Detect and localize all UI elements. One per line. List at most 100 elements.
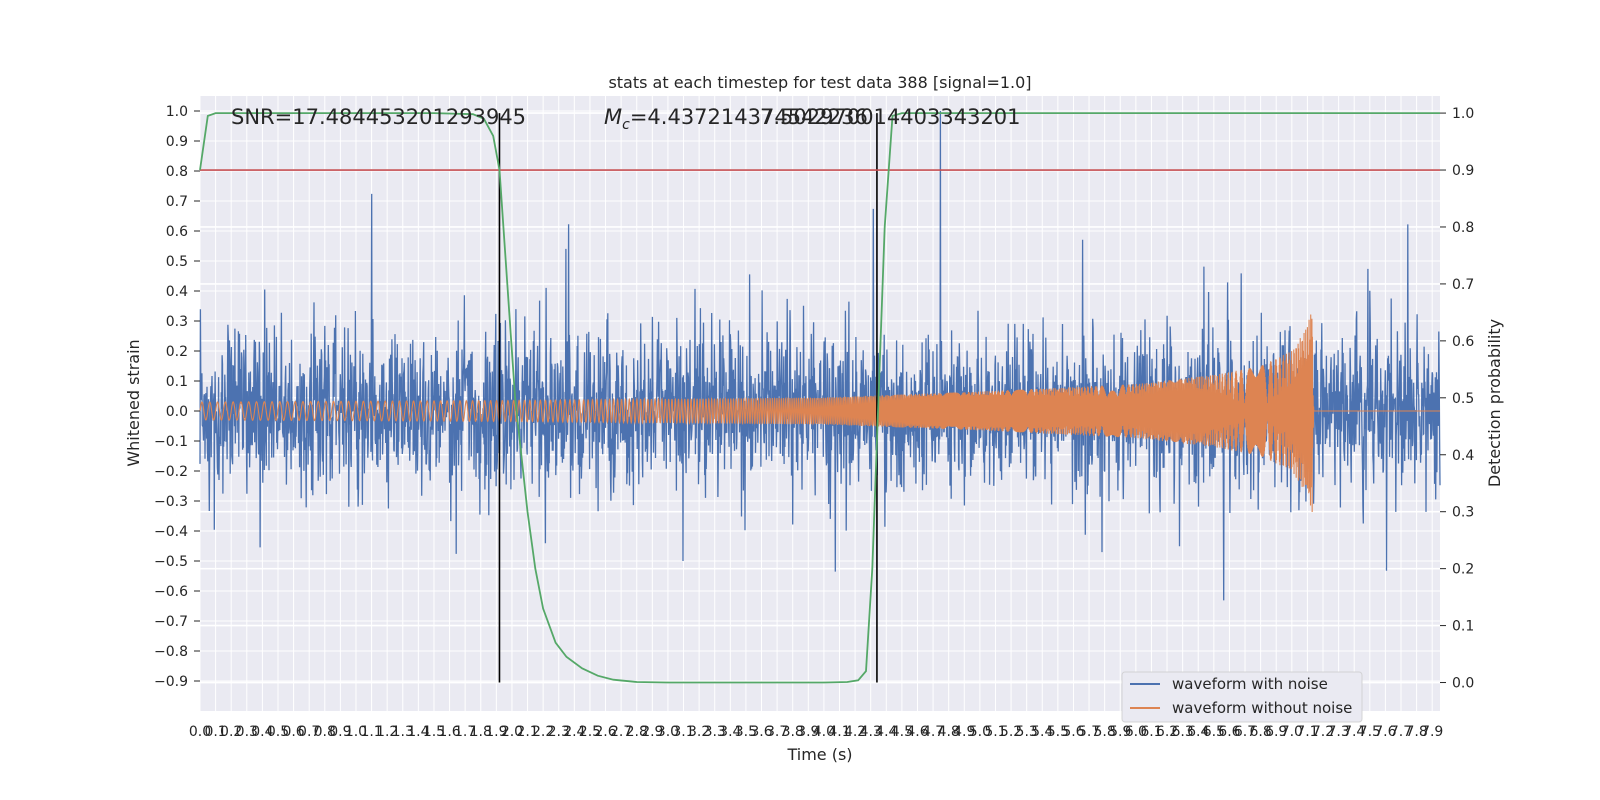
y-tick-label: 0.5	[166, 254, 188, 270]
x-tick-label: 7.3	[1327, 724, 1349, 740]
x-ticks: 0.00.10.20.30.40.50.60.70.80.91.01.11.21…	[189, 724, 1443, 740]
x-tick-label: 2.4	[563, 724, 585, 740]
x-tick-label: 7.6	[1374, 724, 1396, 740]
x-tick-label: 6.4	[1187, 724, 1209, 740]
x-tick-label: 1.4	[407, 724, 429, 740]
y-tick-label: 0.7	[166, 194, 188, 210]
y2-tick-label: 0.7	[1452, 277, 1474, 293]
x-tick-label: 6.9	[1265, 724, 1287, 740]
x-tick-label: 0.5	[267, 724, 289, 740]
series-detection-probability	[199, 112, 1440, 684]
y-tick-label: 0.3	[166, 314, 188, 330]
legend: waveform with noise waveform without noi…	[1121, 671, 1363, 723]
clean-trace	[199, 314, 1440, 513]
y-tick-label: 0.1	[166, 374, 188, 390]
x-tick-label: 6.3	[1172, 724, 1194, 740]
x-tick-label: 4.3	[860, 724, 882, 740]
x-tick-label: 4.5	[891, 724, 913, 740]
y2-tick-label: 0.3	[1452, 505, 1474, 521]
x-tick-label: 7.5	[1359, 724, 1381, 740]
x-tick-label: 2.1	[516, 724, 538, 740]
x-tick-label: 0.7	[298, 724, 320, 740]
x-tick-label: 7.4	[1343, 724, 1365, 740]
y2-tick-label: 0.2	[1452, 562, 1474, 578]
x-tick-label: 3.2	[688, 724, 710, 740]
y2-tick-label: 0.5	[1452, 391, 1474, 407]
y-tick-label: 0.4	[166, 284, 188, 300]
x-tick-label: 5.1	[984, 724, 1006, 740]
y-tick-label: 0.9	[166, 134, 188, 150]
y2-tick-label: 0.4	[1452, 448, 1474, 464]
x-tick-label: 3.0	[657, 724, 679, 740]
x-tick-label: 0.1	[204, 724, 226, 740]
x-tick-label: 5.3	[1016, 724, 1038, 740]
x-tick-label: 3.8	[782, 724, 804, 740]
y-tick-label: 0.0	[166, 404, 188, 420]
x-tick-label: 1.1	[360, 724, 382, 740]
mc-symbol: M	[604, 105, 622, 129]
y-tick-label: 1.0	[166, 104, 188, 120]
mc-value: =4.437214374542236	[630, 105, 868, 129]
vertical-lines	[498, 113, 878, 683]
x-tick-label: 2.2	[532, 724, 554, 740]
x-tick-label: 4.7	[922, 724, 944, 740]
x-tick-label: 4.1	[828, 724, 850, 740]
series-waveform-without-noise	[199, 314, 1440, 513]
x-tick-label: 2.3	[548, 724, 570, 740]
x-tick-label: 1.3	[392, 724, 414, 740]
x-tick-label: 6.7	[1234, 724, 1256, 740]
y-tick-label: −0.7	[154, 614, 188, 630]
x-tick-label: 2.0	[501, 724, 523, 740]
x-tick-label: 1.0	[345, 724, 367, 740]
y2-ticks: 0.0 0.1 0.2 0.3 0.4 0.5 0.6 0.7 0.8 0.9 1.0	[1440, 106, 1474, 692]
x-tick-label: 6.0	[1125, 724, 1147, 740]
y-tick-label: −0.2	[154, 464, 188, 480]
x-tick-label: 5.5	[1047, 724, 1069, 740]
snr-annotation: SNR=17.484453201293945	[231, 105, 526, 129]
y2-tick-label: 0.1	[1452, 619, 1474, 635]
x-tick-label: 6.8	[1249, 724, 1271, 740]
y-tick-label: 0.2	[166, 344, 188, 360]
x-axis-label: Time (s)	[786, 745, 852, 764]
x-tick-label: 4.2	[844, 724, 866, 740]
x-tick-label: 7.2	[1312, 724, 1334, 740]
y-axis-label: Whitened strain	[124, 339, 143, 466]
overlap-annotation: 7.502970014403343201	[760, 105, 1021, 129]
legend-label-clean: waveform without noise	[1172, 699, 1352, 717]
x-tick-label: 0.4	[251, 724, 273, 740]
x-tick-label: 6.6	[1218, 724, 1240, 740]
x-tick-label: 1.6	[438, 724, 460, 740]
x-tick-label: 2.9	[641, 724, 663, 740]
x-tick-label: 4.9	[953, 724, 975, 740]
mc-annotation: Mc=4.437214374542236	[604, 105, 868, 133]
x-tick-label: 1.2	[376, 724, 398, 740]
x-tick-label: 6.5	[1203, 724, 1225, 740]
x-tick-label: 4.0	[813, 724, 835, 740]
x-tick-label: 7.7	[1390, 724, 1412, 740]
x-tick-label: 5.6	[1062, 724, 1084, 740]
x-tick-label: 2.5	[579, 724, 601, 740]
x-tick-label: 1.8	[470, 724, 492, 740]
x-tick-label: 7.0	[1281, 724, 1303, 740]
x-tick-label: 7.1	[1296, 724, 1318, 740]
y-ticks: −0.9 −0.8 −0.7 −0.6 −0.5 −0.4 −0.3 −0.2 −0.1 0.0 0…	[154, 104, 200, 690]
x-tick-label: 0.8	[314, 724, 336, 740]
x-tick-label: 0.6	[282, 724, 304, 740]
y-tick-label: −0.5	[154, 554, 188, 570]
x-tick-label: 5.9	[1109, 724, 1131, 740]
probability-trace	[199, 112, 1440, 684]
x-tick-label: 7.8	[1405, 724, 1427, 740]
x-tick-label: 1.5	[423, 724, 445, 740]
x-tick-label: 1.9	[485, 724, 507, 740]
x-tick-label: 4.6	[906, 724, 928, 740]
x-tick-label: 3.1	[672, 724, 694, 740]
legend-box	[1121, 671, 1363, 723]
x-tick-label: 0.9	[329, 724, 351, 740]
mc-subscript: c	[622, 117, 630, 133]
y2-tick-label: 1.0	[1452, 106, 1474, 122]
x-tick-label: 5.0	[969, 724, 991, 740]
x-tick-label: 4.8	[938, 724, 960, 740]
y2-axis-label: Detection probability	[1485, 319, 1504, 487]
y-tick-label: 0.6	[166, 224, 188, 240]
y-tick-label: −0.4	[154, 524, 188, 540]
